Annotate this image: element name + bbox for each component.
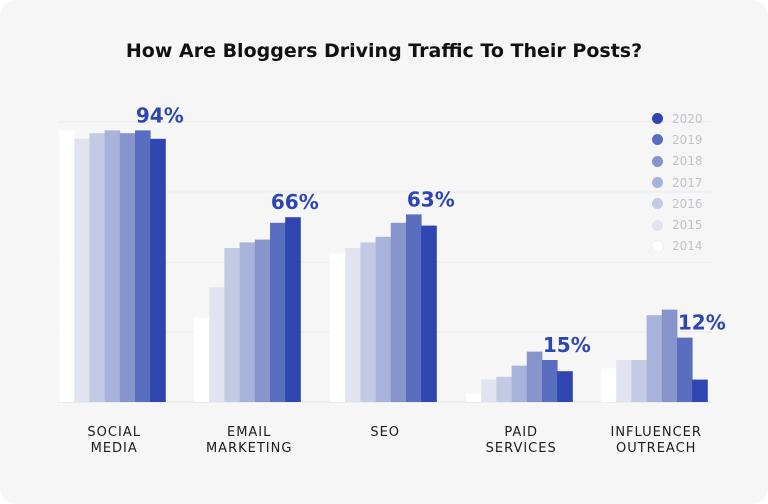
- bar-2017: [511, 365, 528, 402]
- legend: 2020 2019 2018 2017 2016 2015 2014: [652, 108, 742, 257]
- legend-swatch: [652, 113, 663, 125]
- legend-label: 2019: [672, 132, 703, 147]
- bar-2019: [542, 360, 558, 402]
- legend-swatch: [652, 155, 663, 167]
- category-label: INFLUENCER: [610, 425, 701, 440]
- bar-2016: [89, 133, 105, 402]
- legend-label: 2020: [672, 111, 703, 126]
- legend-swatch: [652, 240, 663, 252]
- bar-2014: [330, 253, 346, 402]
- bar-2014: [194, 318, 210, 402]
- legend-item: 2014: [652, 236, 742, 257]
- bar-2014: [466, 393, 482, 402]
- category-label: MEDIA: [91, 441, 138, 456]
- legend-label: 2015: [672, 218, 703, 233]
- legend-label: 2016: [672, 196, 703, 211]
- bar-2016: [360, 242, 376, 402]
- value-label: 63%: [407, 187, 455, 211]
- bar-2017: [239, 242, 256, 402]
- category-label: SEO: [370, 425, 400, 440]
- bar-2019: [135, 130, 151, 402]
- legend-item: 2017: [652, 172, 742, 193]
- bar-2020: [692, 379, 708, 402]
- bar-2015: [209, 287, 225, 402]
- legend-swatch: [652, 198, 663, 210]
- bar-2016: [496, 376, 512, 402]
- bar-2015: [616, 360, 632, 402]
- bar-2014: [59, 130, 75, 402]
- legend-item: 2018: [652, 151, 742, 172]
- legend-label: 2018: [672, 154, 703, 169]
- bar-group: [601, 309, 708, 402]
- category-label: PAID: [504, 425, 538, 440]
- bars: [59, 130, 708, 403]
- value-labels: 94% 66% 63% 15% 12%: [136, 103, 726, 357]
- legend-item: 2015: [652, 214, 742, 235]
- bar-2020: [150, 138, 166, 403]
- bar-group: [59, 130, 166, 403]
- bar-2017: [375, 236, 392, 402]
- bar-2020: [285, 217, 301, 402]
- category-label: MARKETING: [206, 441, 292, 456]
- legend-item: 2019: [652, 129, 742, 150]
- category-label: EMAIL: [227, 425, 271, 440]
- bar-2018: [119, 133, 136, 402]
- value-label: 94%: [136, 103, 184, 127]
- legend-label: 2014: [672, 239, 703, 254]
- bar-2017: [646, 315, 663, 402]
- bar-2018: [390, 222, 407, 402]
- bar-2014: [601, 368, 617, 402]
- value-label: 15%: [543, 333, 591, 357]
- bar-2019: [677, 337, 693, 402]
- bar-2019: [406, 214, 422, 402]
- value-label: 66%: [271, 190, 319, 214]
- bar-2018: [254, 239, 271, 402]
- category-label: SOCIAL: [87, 425, 141, 440]
- bar-2020: [557, 371, 573, 402]
- bar-2017: [104, 130, 121, 402]
- bar-2016: [631, 360, 647, 402]
- legend-swatch: [652, 177, 663, 189]
- bar-2016: [224, 248, 240, 402]
- bar-group: [466, 351, 573, 402]
- legend-item: 2020: [652, 108, 742, 129]
- bar-2015: [481, 379, 497, 402]
- category-label: SERVICES: [486, 441, 557, 456]
- legend-item: 2016: [652, 193, 742, 214]
- bar-2015: [74, 138, 90, 403]
- bar-group: [194, 217, 301, 402]
- category-label: OUTREACH: [616, 441, 696, 456]
- bar-2015: [345, 248, 361, 402]
- legend-swatch: [652, 219, 663, 231]
- bar-2018: [661, 309, 678, 402]
- legend-label: 2017: [672, 175, 703, 190]
- bar-2020: [421, 225, 437, 402]
- legend-swatch: [652, 134, 663, 146]
- bar-2018: [526, 351, 543, 402]
- bar-2019: [270, 222, 286, 402]
- bar-group: [330, 214, 437, 402]
- chart-title: How Are Bloggers Driving Traffic To Thei…: [125, 40, 643, 62]
- value-label: 12%: [678, 311, 726, 335]
